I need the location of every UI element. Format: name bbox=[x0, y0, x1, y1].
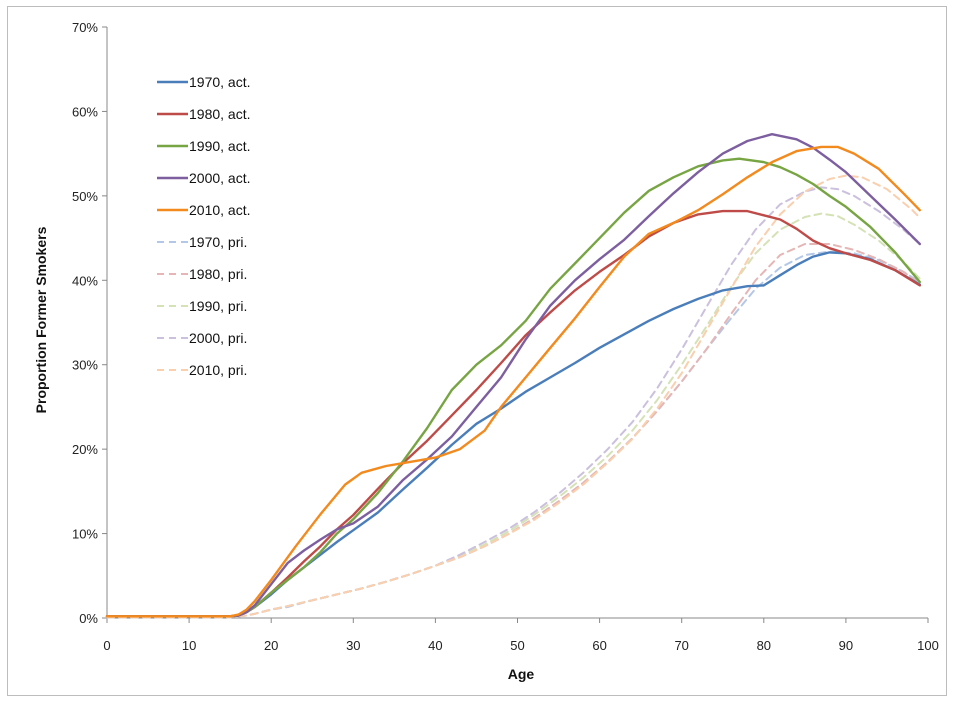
legend-label: 2010, pri. bbox=[189, 362, 247, 378]
y-tick-label: 20% bbox=[72, 442, 98, 457]
legend-label: 2000, pri. bbox=[189, 330, 247, 346]
legend-label: 1990, act. bbox=[189, 138, 251, 154]
plot-area: 0% 10% 20% 30% 40% 50% 60% 70% 0 10 20 30 40 50 60 70 80… bbox=[72, 20, 939, 653]
series-line bbox=[106, 186, 921, 619]
y-tick-label: 10% bbox=[72, 527, 98, 542]
x-tick-label: 10 bbox=[182, 638, 196, 653]
series-layer bbox=[105, 132, 921, 619]
series-line bbox=[105, 132, 921, 618]
x-tick-label: 60 bbox=[592, 638, 606, 653]
legend-label: 2010, act. bbox=[189, 202, 251, 218]
x-tick-label: 50 bbox=[510, 638, 524, 653]
series-line bbox=[105, 145, 921, 618]
x-tick-label: 80 bbox=[757, 638, 771, 653]
x-tick-label: 90 bbox=[839, 638, 853, 653]
y-tick-label: 0% bbox=[79, 611, 98, 626]
x-tick-label: 40 bbox=[428, 638, 442, 653]
chart-frame bbox=[7, 6, 947, 696]
x-tick-label: 30 bbox=[346, 638, 360, 653]
x-tick-label: 100 bbox=[917, 638, 939, 653]
legend-label: 1970, pri. bbox=[189, 234, 247, 250]
series-line bbox=[105, 157, 921, 618]
y-tick-label: 30% bbox=[72, 358, 98, 373]
y-tick-label: 40% bbox=[72, 273, 98, 288]
x-tick-label: 0 bbox=[103, 638, 110, 653]
legend: 1970, act. 1980, act. 1990, act. 2000, act.… bbox=[157, 74, 251, 378]
y-tick-label: 50% bbox=[72, 189, 98, 204]
y-tick-label: 70% bbox=[72, 20, 98, 35]
x-axis-title: Age bbox=[508, 666, 535, 682]
y-axis-title: Proportion Former Smokers bbox=[33, 226, 49, 413]
series-line bbox=[106, 174, 921, 619]
legend-label: 2000, act. bbox=[189, 170, 251, 186]
legend-label: 1980, pri. bbox=[189, 266, 247, 282]
legend-label: 1990, pri. bbox=[189, 298, 247, 314]
legend-label: 1970, act. bbox=[189, 74, 251, 90]
x-tick-label: 20 bbox=[264, 638, 278, 653]
legend-label: 1980, act. bbox=[189, 106, 251, 122]
y-tick-label: 60% bbox=[72, 104, 98, 119]
x-tick-label: 70 bbox=[674, 638, 688, 653]
